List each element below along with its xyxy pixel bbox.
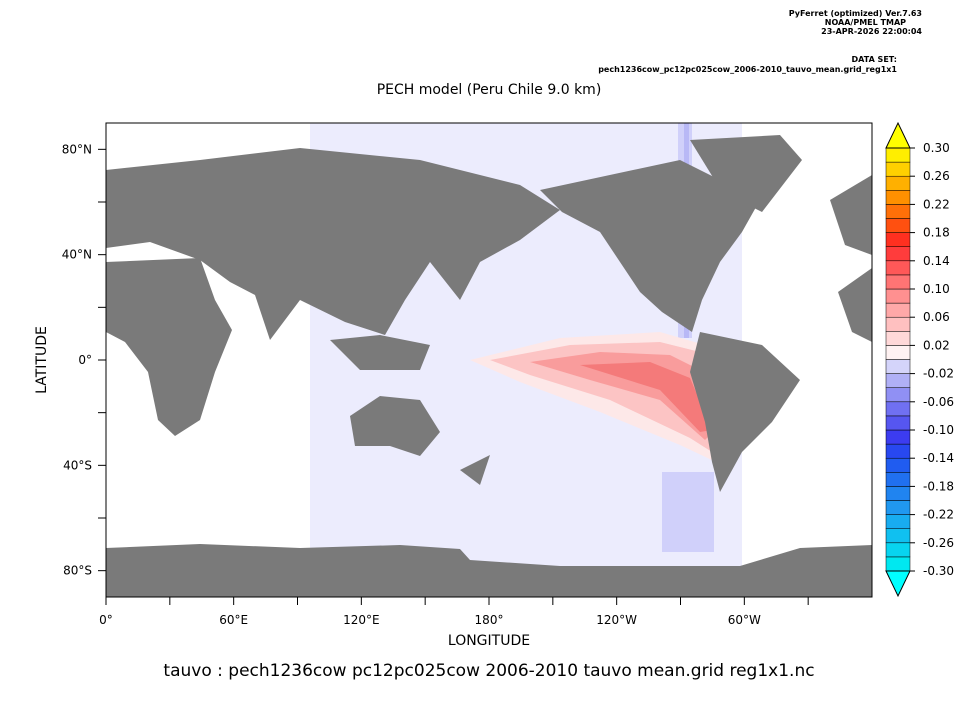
y-tick-label: 80°N: [62, 142, 92, 156]
colorbar-label: 0.14: [923, 254, 950, 268]
new-zealand: [460, 455, 490, 485]
colorbar-band: [885, 274, 911, 290]
colorbar-band: [885, 204, 911, 219]
europe-west: [830, 175, 872, 255]
colorbar-band: [885, 359, 911, 374]
land: [106, 135, 872, 597]
colorbar-band: [885, 415, 911, 431]
colorbar-band: [885, 331, 911, 346]
colorbar-band: [885, 556, 911, 572]
positive-core: [580, 362, 712, 432]
colorbar-label: 0.22: [923, 197, 950, 211]
antarctica: [106, 544, 872, 597]
negative-patch: [662, 472, 714, 552]
x-tick-label: 60°W: [728, 613, 761, 627]
y-tick-label: 80°S: [63, 564, 92, 578]
colorbar-label: 0.26: [923, 169, 950, 183]
colorbar-band: [885, 373, 911, 388]
header-dataset: pech1236cow_pc12pc025cow_2006-2010_tauvo…: [598, 65, 897, 74]
colorbar-band: [885, 443, 911, 459]
australia: [350, 396, 440, 456]
colorbar-band: [885, 542, 911, 558]
x-axis-label: LONGITUDE: [448, 633, 530, 649]
chart-title: PECH model (Peru Chile 9.0 km): [377, 82, 602, 98]
colorbar-band: [885, 218, 911, 233]
colorbar-band: [885, 387, 911, 403]
colorbar-label: -0.18: [923, 479, 954, 493]
colorbar-label: 0.30: [923, 141, 950, 155]
colorbar-band: [885, 246, 911, 262]
colorbar-band: [885, 161, 911, 177]
colorbar-under: [885, 570, 911, 598]
y-tick-label: 0°: [78, 353, 92, 367]
y-tick-label: 40°N: [62, 248, 92, 262]
africa-west: [838, 268, 872, 342]
colorbar-band: [885, 190, 911, 205]
colorbar-band: [885, 345, 911, 360]
colorbar-label: 0.06: [923, 310, 950, 324]
colorbar-label: -0.02: [923, 367, 954, 381]
colorbar-label: -0.26: [923, 536, 954, 550]
x-tick-label: 180°: [475, 613, 504, 627]
colorbar-band: [885, 500, 911, 515]
colorbar-label: -0.06: [923, 395, 954, 409]
colorbar-band: [885, 429, 911, 445]
colorbar-label: -0.10: [923, 423, 954, 437]
colorbar-label: 0.10: [923, 282, 950, 296]
colorbar-over: [885, 121, 911, 149]
south-america: [690, 332, 800, 492]
north-america: [540, 160, 760, 332]
colorbar-band: [885, 232, 911, 247]
colorbar-band: [885, 486, 911, 501]
colorbar-band: [885, 302, 911, 318]
colorbar-band: [885, 472, 911, 487]
colorbar-band: [885, 457, 911, 473]
colorbar-band: [885, 260, 911, 276]
header-dataset-label: DATA SET:: [852, 55, 897, 64]
x-tick-label: 120°W: [596, 613, 637, 627]
colorbar-label: 0.18: [923, 226, 950, 240]
x-tick-label: 120°E: [343, 613, 380, 627]
colorbar-band: [885, 147, 911, 163]
colorbar-label: 0.02: [923, 338, 950, 352]
footer-caption: tauvo : pech1236cow pc12pc025cow 2006-20…: [163, 661, 814, 681]
colorbar-label: -0.30: [923, 564, 954, 578]
colorbar-label: -0.22: [923, 508, 954, 522]
colorbar-band: [885, 528, 911, 544]
colorbar-band: [885, 175, 911, 191]
maritime-continent: [330, 335, 430, 370]
colorbar-band: [885, 514, 911, 529]
y-axis-label: LATITUDE: [34, 326, 50, 394]
eurasia: [106, 148, 560, 340]
greenland: [690, 135, 802, 212]
colorbar-band: [885, 316, 911, 332]
y-tick-label: 40°S: [63, 458, 92, 472]
header-date: 23-APR-2026 22:00:04: [821, 27, 922, 36]
colorbar-label: -0.14: [923, 451, 954, 465]
colorbar-band: [885, 288, 911, 304]
x-tick-label: 0°: [99, 613, 113, 627]
africa: [106, 258, 232, 436]
colorbar-band: [885, 401, 911, 417]
x-tick-label: 60°E: [219, 613, 248, 627]
header-org: NOAA/PMEL TMAP: [825, 18, 906, 27]
header-version: PyFerret (optimized) Ver.7.63: [789, 9, 922, 18]
